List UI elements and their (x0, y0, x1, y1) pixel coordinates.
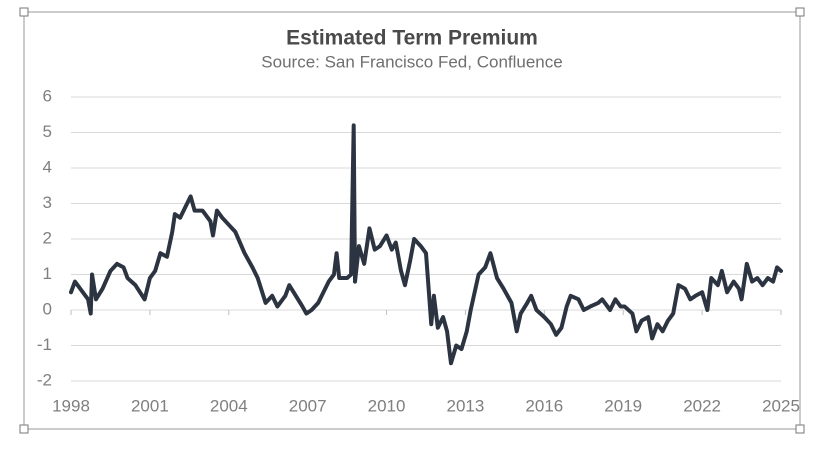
x-tick-label: 2016 (525, 396, 563, 415)
x-tick-label: 2010 (368, 396, 406, 415)
y-tick-label: 6 (43, 86, 52, 105)
y-tick-label: -1 (37, 335, 52, 354)
x-tick-label: 2022 (683, 396, 721, 415)
y-tick-label: 1 (43, 264, 52, 283)
y-tick-label: 3 (43, 193, 52, 212)
resize-handle[interactable] (19, 7, 29, 17)
y-tick-label: -2 (37, 370, 52, 389)
x-tick-label: 1998 (52, 396, 90, 415)
resize-handle[interactable] (795, 424, 805, 434)
x-tick-label: 2004 (210, 396, 248, 415)
x-tick-label: 2013 (447, 396, 485, 415)
x-tick-label: 2019 (604, 396, 642, 415)
resize-handle[interactable] (19, 424, 29, 434)
selection-frame (23, 11, 801, 430)
x-tick-label: 2001 (131, 396, 169, 415)
data-line (69, 123, 783, 366)
y-tick-label: 4 (43, 157, 52, 176)
y-tick-label: 0 (43, 299, 52, 318)
x-tick-label: 2025 (762, 396, 800, 415)
x-tick-label: 2007 (289, 396, 327, 415)
y-tick-label: 5 (43, 122, 52, 141)
y-tick-label: 2 (43, 228, 52, 247)
resize-handle[interactable] (795, 7, 805, 17)
chart-title: Estimated Term Premium (286, 27, 538, 50)
chart-subtitle: Source: San Francisco Fed, Confluence (261, 52, 562, 71)
